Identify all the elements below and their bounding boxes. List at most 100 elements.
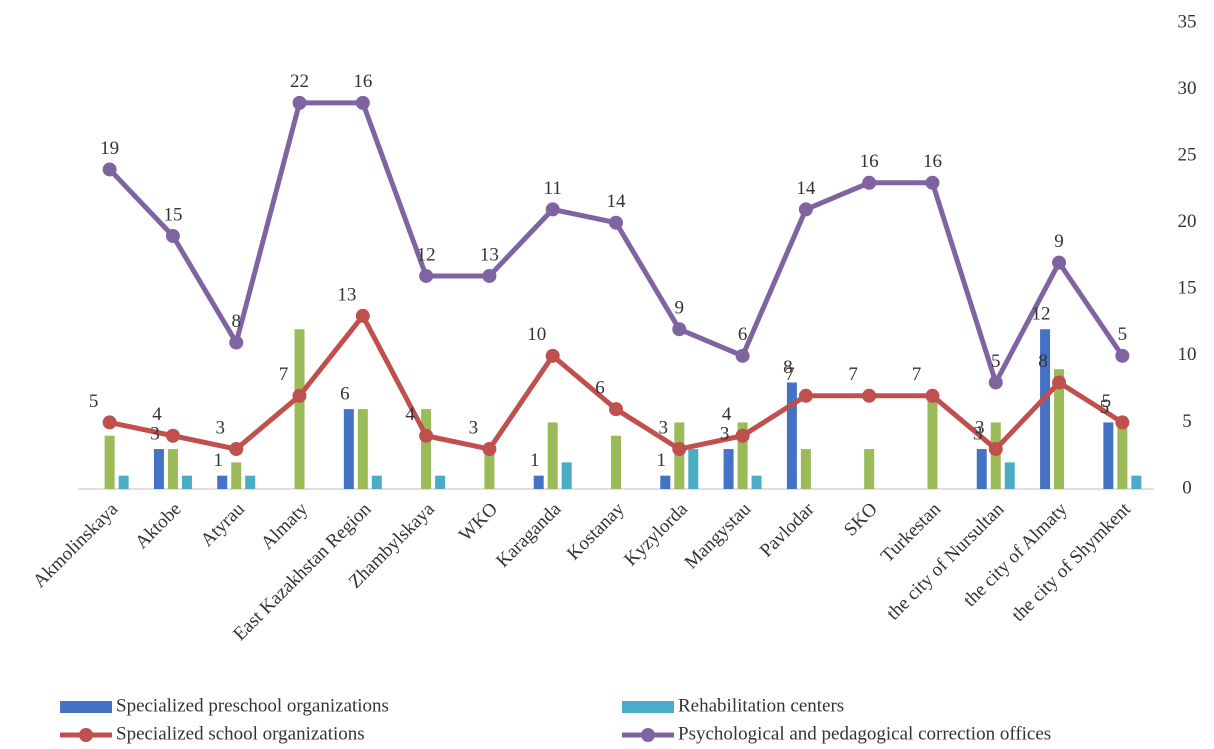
line-marker [672,442,687,457]
data-label: 4 [405,404,415,425]
line-marker [925,175,940,190]
legend-label: Psychological and pedagogical correction… [678,723,1051,744]
data-label: 19 [100,138,119,159]
y-tick-label: 30 [1178,78,1197,99]
bar [435,475,446,489]
bar [1040,329,1051,489]
data-label: 4 [722,404,732,425]
line-marker [102,415,117,430]
data-label: 1 [213,450,223,471]
line-marker [229,442,244,457]
line-marker [165,428,180,443]
x-tick-label: the city of Nursultan [883,498,1009,624]
line-marker [735,428,750,443]
line-marker [1052,255,1067,270]
line-marker [355,95,370,110]
x-tick-label: Karaganda [492,498,565,571]
line-marker [292,388,307,403]
line [107,100,1125,385]
x-tick-label: Almaty [257,498,313,554]
line-marker [545,348,560,363]
x-tick-label: Aktobe [131,499,185,553]
bar [723,449,734,489]
x-tick-label: Mangystau [681,498,756,573]
bar [927,395,938,489]
data-label: 12 [1032,304,1051,325]
data-label: 9 [675,298,685,319]
bar [421,409,432,489]
data-label: 6 [738,324,748,345]
bar [484,449,495,489]
line-marker [355,308,370,323]
bar [660,475,671,489]
data-label: 1 [530,450,540,471]
legend-label: Specialized preschool organizations [116,695,389,716]
data-label: 14 [607,191,627,212]
bar [231,462,242,489]
line-marker [862,388,877,403]
data-label: 3 [469,417,479,438]
line-marker [925,388,940,403]
data-label: 7 [912,364,922,385]
line [109,313,1124,452]
data-label: 5 [1100,397,1110,418]
line-marker [798,388,813,403]
y-tick-label: 15 [1178,278,1197,299]
legend-swatch [60,701,112,713]
data-label: 11 [544,178,562,199]
x-tick-label: Atyrau [197,498,250,551]
bar [294,329,305,489]
y-tick-label: 0 [1182,477,1192,498]
bar [371,475,382,489]
bar [1004,462,1015,489]
bar [104,435,115,489]
line-marker [1115,348,1130,363]
data-label: 15 [163,204,182,225]
line-marker [862,175,877,190]
line-marker [798,202,813,217]
data-label: 7 [848,364,858,385]
bar [976,449,987,489]
bar [533,475,544,489]
bar [611,435,621,489]
x-tick-label: Kostanay [563,498,629,564]
x-tick-label: Akmolinskaya [29,498,123,592]
line-marker [545,202,560,217]
data-label: 9 [1054,231,1064,252]
bar [1054,369,1065,489]
y-tick-label: 20 [1178,211,1197,232]
y-tick-label: 35 [1178,11,1197,32]
line-marker [482,442,497,457]
line-marker [292,95,307,110]
data-label: 16 [353,71,372,92]
line-marker [672,322,687,337]
line-marker [482,268,497,283]
bar [1117,422,1128,489]
data-label: 5 [991,351,1001,372]
y-tick-label: 5 [1182,411,1192,432]
data-label: 10 [527,324,546,345]
data-label: 5 [1102,391,1112,412]
data-label: 16 [923,151,942,172]
data-label: 14 [796,178,816,199]
data-label: 12 [417,244,436,265]
line-marker [1115,415,1130,430]
line-marker [609,402,623,417]
x-tick-label: Pavlodar [756,498,819,561]
line-marker [419,268,434,283]
bar [547,422,558,489]
x-tick-label: SKO [840,499,882,541]
bar [181,475,192,489]
bar [751,475,762,489]
bar [737,422,748,489]
data-label: 6 [340,383,350,404]
legend-marker [79,728,93,742]
data-label: 7 [279,364,289,385]
line-marker [102,162,117,177]
line-marker [988,442,1003,457]
data-label: 3 [215,417,225,438]
line-marker [988,375,1003,390]
data-label: 16 [860,151,879,172]
